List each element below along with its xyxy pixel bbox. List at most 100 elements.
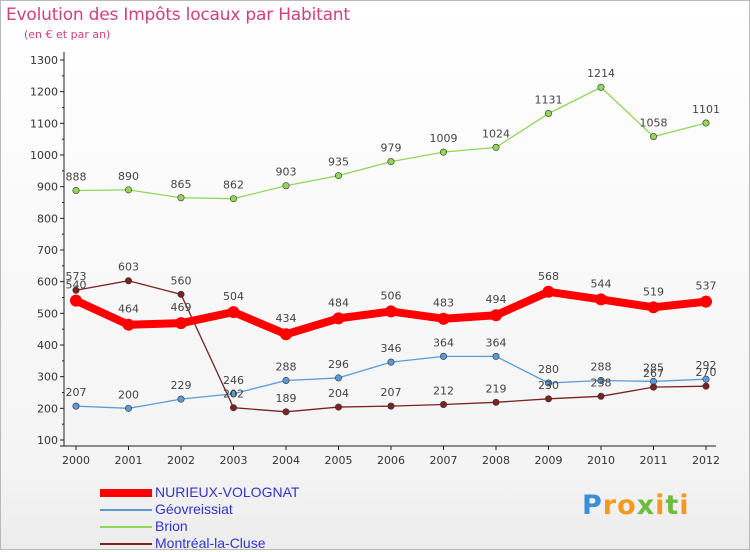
data-label-g-ovreissiat: 285 <box>643 361 664 374</box>
data-point-montr-al-la-cluse <box>544 395 552 403</box>
legend-label: NURIEUX-VOLOGNAT <box>155 484 300 500</box>
data-label-brion: 890 <box>118 170 139 183</box>
data-point-g-ovreissiat <box>282 376 290 384</box>
data-label-brion: 865 <box>171 178 192 191</box>
data-point-g-ovreissiat <box>72 402 80 410</box>
data-label-montr-al-la-cluse: 230 <box>538 379 559 392</box>
y-tick-label: 900 <box>37 181 58 194</box>
data-label-brion: 935 <box>328 156 349 169</box>
data-label-montr-al-la-cluse: 189 <box>276 392 297 405</box>
data-point-g-ovreissiat <box>544 379 552 387</box>
data-label-montr-al-la-cluse: 270 <box>696 366 717 379</box>
data-label-g-ovreissiat: 246 <box>223 374 244 387</box>
logo-letter: x <box>636 490 656 521</box>
data-point-brion <box>649 133 657 141</box>
data-label-g-ovreissiat: 364 <box>486 336 507 349</box>
data-label-montr-al-la-cluse: 267 <box>643 367 664 380</box>
data-point-nurieux-volognat <box>595 293 607 306</box>
data-point-brion <box>125 186 133 194</box>
logo-letter: i <box>679 490 690 521</box>
data-point-nurieux-volognat <box>122 318 135 331</box>
data-point-brion <box>334 172 342 180</box>
chart-title: Evolution des Impôts locaux par Habitant <box>6 5 350 25</box>
x-tick-label: 2006 <box>377 454 405 467</box>
data-label-nurieux-volognat: 469 <box>171 301 192 314</box>
data-label-g-ovreissiat: 200 <box>118 388 139 401</box>
data-point-g-ovreissiat <box>125 404 133 412</box>
legend-swatch <box>100 489 152 497</box>
data-point-g-ovreissiat <box>387 358 395 366</box>
data-label-brion: 1024 <box>482 127 510 140</box>
data-point-montr-al-la-cluse <box>387 402 395 410</box>
data-label-nurieux-volognat: 464 <box>118 303 139 316</box>
legend-label: Géovreissiat <box>155 501 233 517</box>
legend-swatch <box>100 509 152 511</box>
data-label-nurieux-volognat: 519 <box>643 285 664 298</box>
data-label-brion: 1058 <box>640 117 668 130</box>
y-tick-label: 1000 <box>30 149 58 162</box>
data-label-montr-al-la-cluse: 207 <box>381 386 402 399</box>
y-tick-label: 700 <box>37 244 58 257</box>
data-label-brion: 888 <box>66 170 87 183</box>
data-label-brion: 903 <box>276 166 297 179</box>
data-label-nurieux-volognat: 540 <box>66 279 87 292</box>
data-point-g-ovreissiat <box>597 376 605 384</box>
data-point-montr-al-la-cluse <box>72 286 80 294</box>
y-tick-label: 1200 <box>30 86 58 99</box>
data-label-montr-al-la-cluse: 212 <box>433 385 454 398</box>
data-point-g-ovreissiat <box>230 390 238 398</box>
data-point-brion <box>702 119 710 127</box>
y-tick-label: 600 <box>37 276 58 289</box>
data-label-g-ovreissiat: 207 <box>66 386 87 399</box>
data-point-g-ovreissiat <box>492 352 500 360</box>
data-point-brion <box>72 186 80 194</box>
data-label-brion: 1101 <box>692 103 720 116</box>
x-tick-label: 2005 <box>325 454 353 467</box>
x-tick-label: 2008 <box>482 454 510 467</box>
x-tick-label: 2000 <box>62 454 90 467</box>
data-point-brion <box>544 110 552 118</box>
data-label-brion: 979 <box>381 142 402 155</box>
logo-letter: i <box>655 490 666 521</box>
data-point-montr-al-la-cluse <box>702 382 710 390</box>
data-point-brion <box>230 195 238 203</box>
chart-subtitle: (en € et par an) <box>24 28 111 41</box>
data-label-g-ovreissiat: 346 <box>381 342 402 355</box>
data-label-nurieux-volognat: 506 <box>381 289 402 302</box>
legend-swatch <box>100 526 152 528</box>
data-label-montr-al-la-cluse: 573 <box>66 270 87 283</box>
x-tick-label: 2009 <box>535 454 563 467</box>
data-point-nurieux-volognat <box>437 312 450 325</box>
legend-label: Brion <box>155 518 188 534</box>
data-label-brion: 1214 <box>587 67 615 80</box>
x-tick-label: 2004 <box>272 454 300 467</box>
data-label-nurieux-volognat: 494 <box>486 293 507 306</box>
data-point-brion <box>282 182 290 190</box>
data-point-g-ovreissiat <box>439 352 447 360</box>
data-point-nurieux-volognat <box>700 295 712 308</box>
data-label-nurieux-volognat: 568 <box>538 270 559 283</box>
data-point-nurieux-volognat <box>280 328 292 341</box>
y-tick-label: 500 <box>37 307 58 320</box>
data-label-brion: 1131 <box>535 94 563 107</box>
data-point-nurieux-volognat <box>70 294 82 307</box>
data-label-nurieux-volognat: 537 <box>696 280 717 293</box>
data-point-brion <box>597 83 605 91</box>
y-tick-label: 1300 <box>30 54 58 67</box>
data-label-nurieux-volognat: 434 <box>276 312 297 325</box>
data-point-brion <box>177 194 185 202</box>
data-point-montr-al-la-cluse <box>125 277 133 285</box>
data-label-montr-al-la-cluse: 204 <box>328 387 349 400</box>
x-tick-label: 2003 <box>220 454 248 467</box>
y-tick-label: 300 <box>37 371 58 384</box>
x-tick-label: 2002 <box>167 454 195 467</box>
data-label-brion: 1009 <box>430 132 458 145</box>
data-label-montr-al-la-cluse: 560 <box>171 274 192 287</box>
logo-letter: t <box>665 490 680 521</box>
y-tick-label: 100 <box>37 434 58 447</box>
data-label-g-ovreissiat: 296 <box>328 358 349 371</box>
data-point-montr-al-la-cluse <box>649 383 657 391</box>
data-point-montr-al-la-cluse <box>597 392 605 400</box>
